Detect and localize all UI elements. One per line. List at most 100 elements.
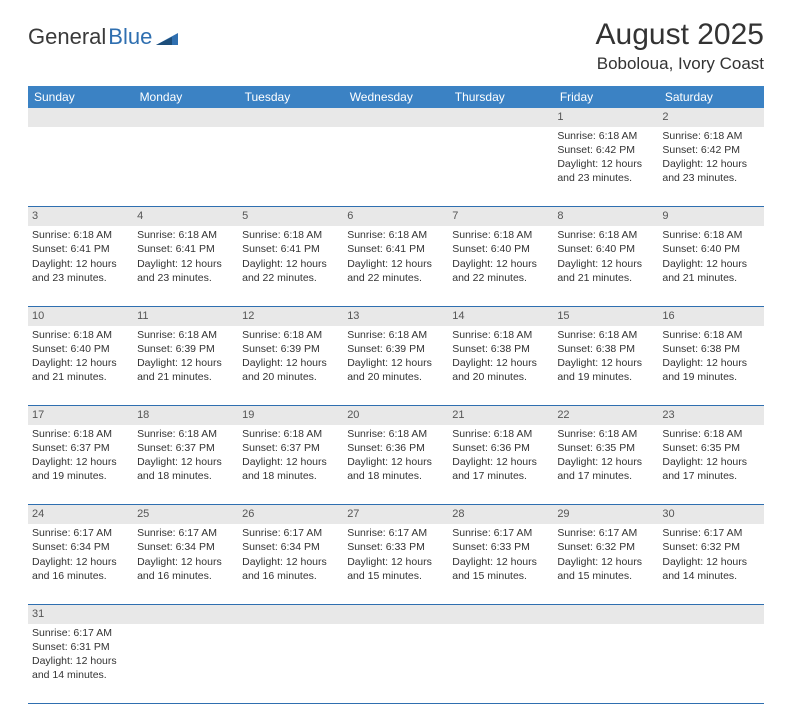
daylight-text: Daylight: 12 hours and 21 minutes. bbox=[557, 257, 654, 285]
sunrise-text: Sunrise: 6:18 AM bbox=[452, 427, 549, 441]
day-number: 3 bbox=[28, 207, 133, 226]
daylight-text: Daylight: 12 hours and 17 minutes. bbox=[557, 455, 654, 483]
day-cell bbox=[448, 127, 553, 207]
daylight-text: Daylight: 12 hours and 23 minutes. bbox=[137, 257, 234, 285]
daylight-text: Daylight: 12 hours and 21 minutes. bbox=[32, 356, 129, 384]
day-number: 30 bbox=[658, 505, 763, 524]
day-number: 21 bbox=[448, 406, 553, 425]
day-header: Sunday bbox=[28, 86, 133, 108]
day-cell: Sunrise: 6:18 AMSunset: 6:35 PMDaylight:… bbox=[658, 425, 763, 505]
week-row: Sunrise: 6:18 AMSunset: 6:37 PMDaylight:… bbox=[28, 425, 764, 505]
day-cell bbox=[343, 624, 448, 704]
sunrise-text: Sunrise: 6:18 AM bbox=[452, 228, 549, 242]
day-number: 28 bbox=[448, 505, 553, 524]
day-cell: Sunrise: 6:18 AMSunset: 6:41 PMDaylight:… bbox=[28, 226, 133, 306]
week-row: Sunrise: 6:18 AMSunset: 6:40 PMDaylight:… bbox=[28, 326, 764, 406]
day-number: 14 bbox=[448, 306, 553, 325]
day-number: 20 bbox=[343, 406, 448, 425]
day-cell bbox=[238, 127, 343, 207]
day-cell: Sunrise: 6:18 AMSunset: 6:39 PMDaylight:… bbox=[133, 326, 238, 406]
day-cell: Sunrise: 6:18 AMSunset: 6:35 PMDaylight:… bbox=[553, 425, 658, 505]
day-number: 26 bbox=[238, 505, 343, 524]
day-cell: Sunrise: 6:18 AMSunset: 6:39 PMDaylight:… bbox=[343, 326, 448, 406]
daynum-row: 12 bbox=[28, 108, 764, 127]
title-block: August 2025 Boboloua, Ivory Coast bbox=[596, 18, 764, 74]
sunrise-text: Sunrise: 6:18 AM bbox=[137, 427, 234, 441]
daylight-text: Daylight: 12 hours and 17 minutes. bbox=[662, 455, 759, 483]
daylight-text: Daylight: 12 hours and 17 minutes. bbox=[452, 455, 549, 483]
week-row: Sunrise: 6:17 AMSunset: 6:31 PMDaylight:… bbox=[28, 624, 764, 704]
sunset-text: Sunset: 6:40 PM bbox=[32, 342, 129, 356]
day-number bbox=[448, 604, 553, 623]
sunrise-text: Sunrise: 6:17 AM bbox=[557, 526, 654, 540]
day-cell: Sunrise: 6:17 AMSunset: 6:31 PMDaylight:… bbox=[28, 624, 133, 704]
week-row: Sunrise: 6:17 AM Sunset: 6:34 PM Daylight:… bbox=[28, 524, 764, 604]
day-cell: Sunrise: 6:17 AMSunset: 6:34 PMDaylight:… bbox=[133, 524, 238, 604]
daylight-text: Daylight: 12 hours and 22 minutes. bbox=[242, 257, 339, 285]
sunrise-text: Sunrise: 6:18 AM bbox=[32, 328, 129, 342]
day-cell: Sunrise: 6:18 AMSunset: 6:40 PMDaylight:… bbox=[448, 226, 553, 306]
sunrise-text: Sunrise: 6:17 AM bbox=[662, 526, 759, 540]
daynum-row: 17181920212223 bbox=[28, 406, 764, 425]
day-cell: Sunrise: 6:17 AMSunset: 6:33 PMDaylight:… bbox=[448, 524, 553, 604]
daylight-text: Daylight: 12 hours and 21 minutes. bbox=[137, 356, 234, 384]
day-number: 23 bbox=[658, 406, 763, 425]
sunrise-text: Sunrise: 6:17 AM bbox=[32, 526, 129, 540]
day-cell bbox=[448, 624, 553, 704]
day-number: 15 bbox=[553, 306, 658, 325]
sunset-text: Sunset: 6:33 PM bbox=[347, 540, 444, 554]
location: Boboloua, Ivory Coast bbox=[596, 54, 764, 74]
day-cell: Sunrise: 6:18 AMSunset: 6:41 PMDaylight:… bbox=[133, 226, 238, 306]
day-header: Friday bbox=[553, 86, 658, 108]
day-cell: Sunrise: 6:18 AMSunset: 6:38 PMDaylight:… bbox=[553, 326, 658, 406]
sunset-text: Sunset: 6:39 PM bbox=[347, 342, 444, 356]
daynum-row: 10111213141516 bbox=[28, 306, 764, 325]
day-number: 2 bbox=[658, 108, 763, 127]
day-number: 1 bbox=[553, 108, 658, 127]
sunrise-text: Sunrise: 6:18 AM bbox=[347, 328, 444, 342]
daylight-text: Daylight: 12 hours and 20 minutes. bbox=[347, 356, 444, 384]
daylight-text: Daylight: 12 hours and 22 minutes. bbox=[452, 257, 549, 285]
day-number: 18 bbox=[133, 406, 238, 425]
header: GeneralBlue August 2025 Boboloua, Ivory … bbox=[0, 0, 792, 80]
daylight-text: Daylight: 12 hours and 15 minutes. bbox=[347, 555, 444, 583]
sunrise-text: Sunrise: 6:17 AM bbox=[347, 526, 444, 540]
day-number: 13 bbox=[343, 306, 448, 325]
sunset-text: Sunset: 6:41 PM bbox=[347, 242, 444, 256]
sunrise-text: Sunrise: 6:18 AM bbox=[662, 328, 759, 342]
sunrise-text: Sunrise: 6:18 AM bbox=[662, 427, 759, 441]
day-number: 7 bbox=[448, 207, 553, 226]
sunrise-text: Sunrise: 6:18 AM bbox=[137, 228, 234, 242]
sunset-text: Sunset: 6:34 PM bbox=[242, 540, 339, 554]
sunrise-text: Sunrise: 6:18 AM bbox=[347, 427, 444, 441]
sunrise-text: Sunrise: 6:18 AM bbox=[32, 228, 129, 242]
daylight-text: Daylight: 12 hours and 14 minutes. bbox=[32, 654, 129, 682]
day-number: 17 bbox=[28, 406, 133, 425]
day-header: Wednesday bbox=[343, 86, 448, 108]
sunset-text: Sunset: 6:38 PM bbox=[662, 342, 759, 356]
logo-text-blue: Blue bbox=[108, 24, 152, 50]
daylight-text: Daylight: 12 hours and 18 minutes. bbox=[347, 455, 444, 483]
day-cell: Sunrise: 6:18 AMSunset: 6:36 PMDaylight:… bbox=[448, 425, 553, 505]
day-header-row: SundayMondayTuesdayWednesdayThursdayFrid… bbox=[28, 86, 764, 108]
day-cell: Sunrise: 6:18 AMSunset: 6:41 PMDaylight:… bbox=[238, 226, 343, 306]
day-number: 24 bbox=[28, 505, 133, 524]
sunset-text: Sunset: 6:38 PM bbox=[557, 342, 654, 356]
daynum-row: 24252627282930 bbox=[28, 505, 764, 524]
day-number bbox=[343, 108, 448, 127]
day-cell bbox=[343, 127, 448, 207]
sunset-text: Sunset: 6:33 PM bbox=[452, 540, 549, 554]
sunrise-text: Sunrise: 6:18 AM bbox=[242, 328, 339, 342]
sunset-text: Sunset: 6:41 PM bbox=[137, 242, 234, 256]
day-number bbox=[28, 108, 133, 127]
sunrise-text: Sunrise: 6:17 AM bbox=[452, 526, 549, 540]
day-cell: Sunrise: 6:18 AMSunset: 6:38 PMDaylight:… bbox=[448, 326, 553, 406]
day-cell bbox=[553, 624, 658, 704]
daylight-text: Daylight: 12 hours and 19 minutes. bbox=[662, 356, 759, 384]
daylight-text: Daylight: 12 hours and 23 minutes. bbox=[557, 157, 654, 185]
day-cell: Sunrise: 6:18 AMSunset: 6:38 PMDaylight:… bbox=[658, 326, 763, 406]
daylight-text: Daylight: 12 hours and 21 minutes. bbox=[662, 257, 759, 285]
day-cell: Sunrise: 6:18 AMSunset: 6:40 PMDaylight:… bbox=[553, 226, 658, 306]
day-cell: Sunrise: 6:17 AMSunset: 6:34 PMDaylight:… bbox=[238, 524, 343, 604]
day-number: 10 bbox=[28, 306, 133, 325]
